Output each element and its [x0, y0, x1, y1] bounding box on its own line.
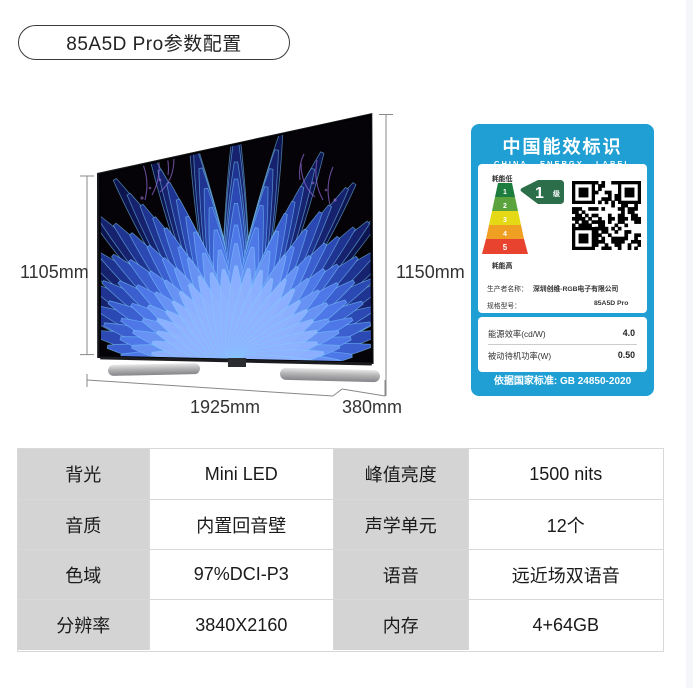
svg-text:1150mm: 1150mm — [396, 262, 465, 282]
svg-text:380mm: 380mm — [342, 397, 402, 417]
svg-text:1: 1 — [535, 185, 544, 202]
svg-text:1105mm: 1105mm — [20, 262, 89, 282]
svg-text:3: 3 — [503, 217, 507, 224]
svg-text:4: 4 — [503, 231, 507, 238]
svg-text:级: 级 — [552, 189, 561, 198]
svg-text:2: 2 — [503, 203, 507, 210]
svg-text:1925mm: 1925mm — [190, 397, 260, 417]
svg-text:1: 1 — [503, 189, 507, 196]
svg-text:5: 5 — [503, 243, 508, 252]
